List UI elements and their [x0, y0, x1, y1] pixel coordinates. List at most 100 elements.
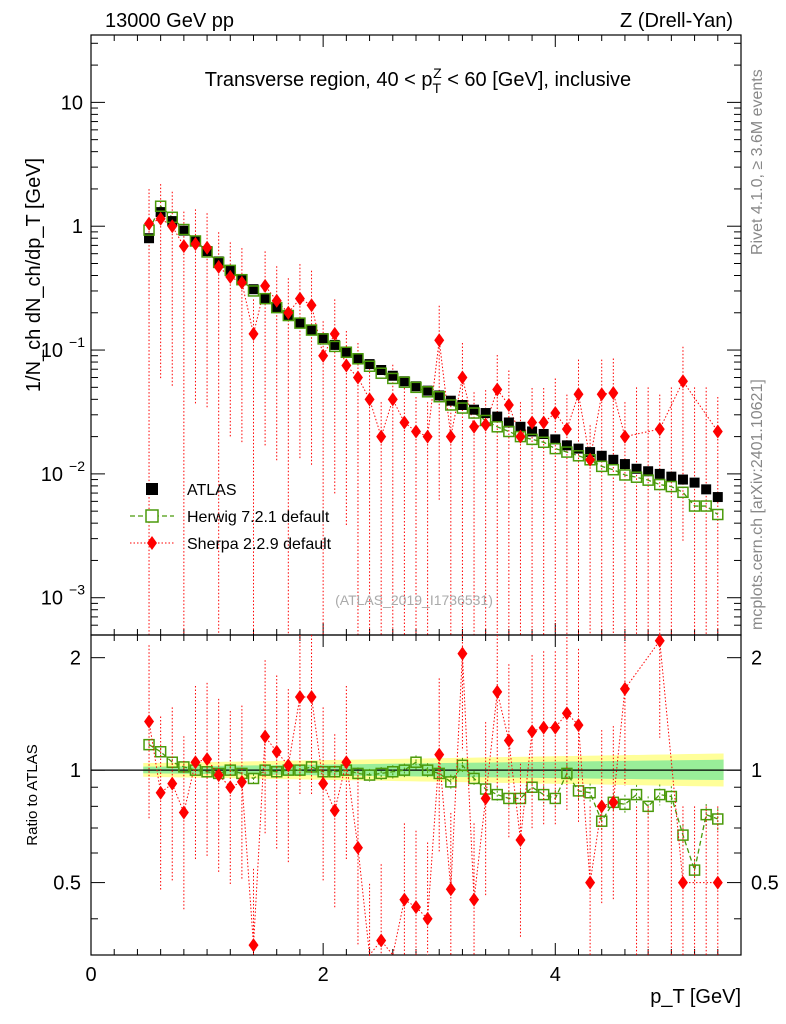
atlas-point	[248, 284, 259, 295]
herwig-point	[688, 500, 701, 512]
atlas-point	[434, 390, 445, 401]
herwig-ratio-point	[352, 767, 364, 780]
herwig-point	[491, 421, 503, 433]
herwig-ratio-point	[259, 764, 271, 776]
ratio-axis-label: Ratio to ATLAS	[24, 744, 41, 845]
herwig-ratio-point	[410, 756, 422, 768]
atlas-point	[318, 333, 329, 344]
atlas-point	[596, 450, 607, 461]
sherpa-ratio-point	[294, 689, 305, 704]
sherpa-point	[434, 333, 445, 348]
legend-marker-atlas	[146, 483, 158, 495]
sherpa-point	[619, 429, 630, 444]
sherpa-ratio-point	[190, 755, 201, 770]
herwig-ratio-point	[201, 766, 213, 778]
sherpa-point	[527, 415, 538, 430]
atlas-point	[469, 404, 480, 415]
herwig-point	[456, 402, 469, 414]
legend-label: Sherpa 2.2.9 default	[187, 536, 332, 553]
herwig-point	[712, 508, 724, 521]
sherpa-ratio-point	[712, 875, 723, 890]
sherpa-ratio-point	[178, 805, 189, 820]
herwig-ratio-point	[491, 788, 503, 801]
atlas-point	[689, 477, 700, 488]
sherpa-point	[236, 275, 247, 290]
herwig-point	[259, 292, 271, 305]
atlas-point	[538, 428, 549, 439]
legend: ATLAS Herwig 7.2.1 default Sherpa 2.2.9 de…	[130, 482, 332, 553]
y-tick-label: 10	[41, 464, 63, 486]
herwig-point	[247, 285, 260, 297]
sherpa-point	[561, 422, 572, 437]
herwig-point	[654, 478, 666, 491]
herwig-ratio-point	[433, 767, 445, 780]
sherpa-ratio-point	[306, 689, 317, 704]
herwig-ratio-point	[584, 786, 596, 799]
sherpa-point	[677, 374, 688, 389]
legend-label: ATLAS	[187, 482, 237, 499]
sherpa-ratio-point	[538, 720, 549, 735]
herwig-ratio-point	[503, 792, 515, 805]
atlas-point	[631, 463, 642, 474]
herwig-ratio-point	[688, 864, 701, 876]
herwig-point	[445, 399, 457, 411]
atlas-point	[144, 233, 155, 244]
sherpa-point	[306, 298, 317, 313]
sherpa-ratio-point	[167, 776, 178, 791]
sherpa-ratio-line	[148, 639, 718, 957]
y-tick-exponent: −3	[69, 582, 85, 598]
sherpa-point	[411, 424, 421, 439]
sherpa-point	[155, 211, 166, 226]
herwig-point	[619, 469, 631, 481]
herwig-ratio-point	[375, 767, 387, 780]
sherpa-point	[469, 419, 480, 434]
atlas-point	[329, 339, 340, 350]
atlas-point	[306, 325, 317, 336]
atlas-point	[608, 454, 619, 465]
atlas-point	[457, 399, 468, 410]
sherpa-point	[202, 240, 213, 255]
legend-marker-sherpa	[147, 536, 157, 550]
sherpa-ratio-point	[271, 744, 282, 759]
herwig-ratio-point	[549, 792, 562, 805]
sherpa-point	[585, 452, 596, 467]
atlas-point	[492, 411, 503, 422]
atlas-point	[503, 417, 514, 428]
herwig-point	[305, 324, 318, 336]
legend-marker-herwig	[145, 509, 159, 523]
ratio-tick-label: 1	[70, 760, 81, 782]
sherpa-point	[144, 216, 155, 231]
ratio-tick-label-right: 1	[751, 760, 762, 782]
x-tick-label: 4	[550, 964, 561, 986]
sherpa-point	[422, 429, 433, 444]
ratio-tick-label-right: 0.5	[751, 873, 779, 895]
sherpa-ratio-point	[236, 774, 247, 789]
sherpa-point	[167, 219, 178, 234]
herwig-point	[526, 433, 538, 446]
rivet-label: Rivet 4.1.0, ≥ 3.6M events	[749, 69, 766, 255]
sherpa-ratio-point	[492, 684, 503, 699]
sherpa-ratio-point	[585, 875, 596, 890]
sherpa-point	[329, 326, 340, 341]
sherpa-point	[283, 305, 294, 320]
herwig-point	[398, 376, 411, 388]
sherpa-point	[248, 326, 259, 341]
y-tick-exponent: −2	[69, 458, 85, 474]
sherpa-ratio-point	[144, 714, 155, 729]
ratio-tick-label-right: 2	[751, 648, 762, 670]
atlas-point	[341, 346, 352, 357]
sherpa-point	[376, 429, 387, 444]
atlas-point	[573, 443, 584, 454]
sherpa-ratio-point	[341, 755, 352, 770]
sherpa-point	[352, 370, 363, 385]
sherpa-ratio-point	[399, 892, 410, 907]
herwig-ratio-point	[363, 769, 376, 781]
sherpa-point	[445, 429, 456, 444]
sherpa-point	[399, 415, 410, 430]
x-tick-label: 2	[318, 964, 329, 986]
herwig-ratio-point	[619, 798, 631, 811]
sherpa-point	[712, 424, 723, 439]
sherpa-ratio-point	[527, 724, 538, 739]
herwig-ratio-point	[665, 790, 678, 803]
herwig-ratio-point	[595, 815, 608, 827]
